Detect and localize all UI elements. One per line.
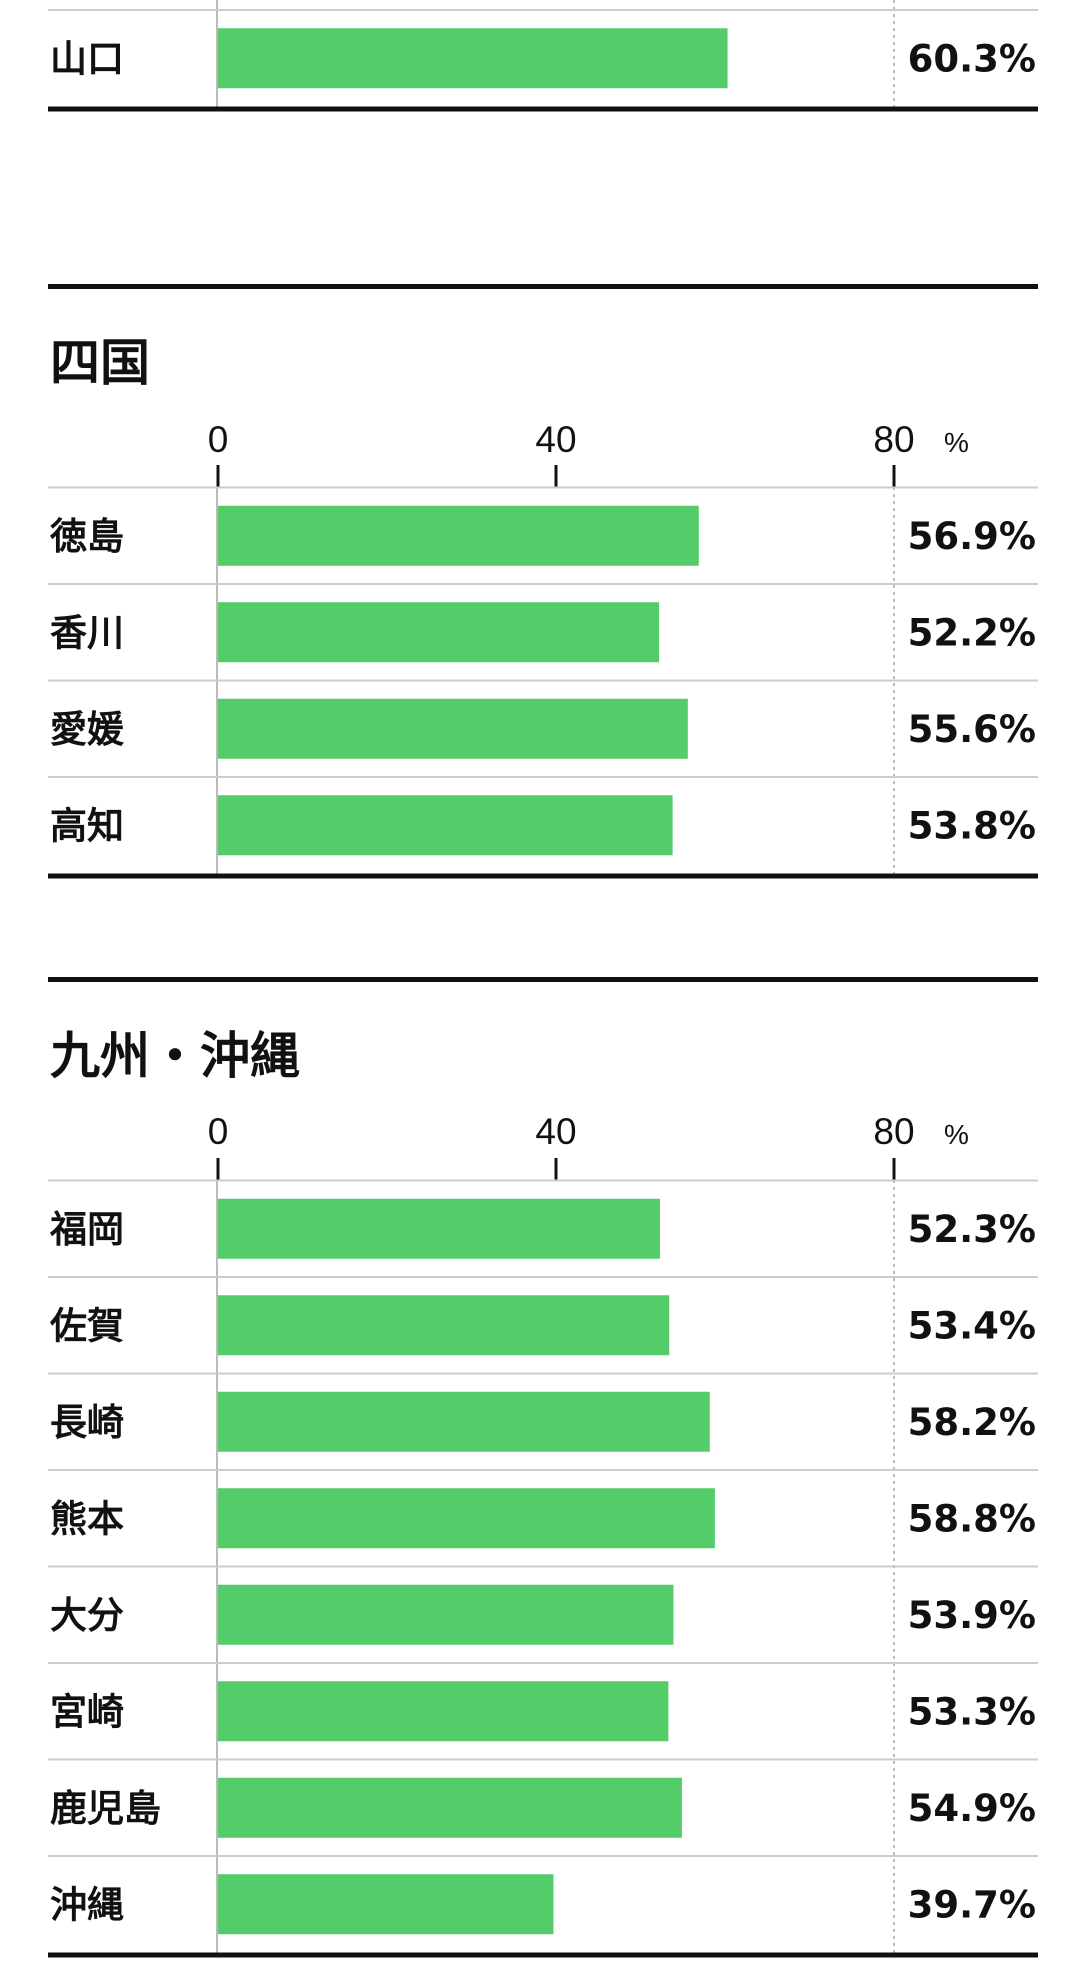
category-label: 徳島 bbox=[49, 515, 124, 558]
bar-鹿児島 bbox=[218, 1777, 682, 1838]
bar-徳島 bbox=[218, 505, 699, 566]
bar-長崎 bbox=[218, 1391, 710, 1452]
section-title: 四国 bbox=[50, 334, 150, 392]
value-label: 53.8% bbox=[908, 804, 1036, 847]
value-label: 39.7% bbox=[908, 1883, 1036, 1926]
bar-福岡 bbox=[218, 1198, 660, 1259]
axis-tick-label: 80 bbox=[873, 419, 914, 460]
value-label: 52.2% bbox=[908, 611, 1036, 654]
value-label: 56.9% bbox=[908, 515, 1036, 558]
value-label: 54.9% bbox=[908, 1787, 1036, 1830]
category-label: 鹿児島 bbox=[50, 1787, 161, 1830]
section-top-rule bbox=[48, 284, 1038, 289]
bar-山口 bbox=[218, 28, 728, 89]
axis-tick-label: 0 bbox=[208, 419, 229, 460]
bar-高知 bbox=[218, 795, 673, 856]
value-label: 58.8% bbox=[908, 1497, 1036, 1540]
axis-unit-label: % bbox=[944, 1119, 969, 1150]
bar-大分 bbox=[218, 1584, 674, 1645]
value-label: 55.6% bbox=[908, 708, 1036, 751]
axis-tick-label: 0 bbox=[208, 1111, 229, 1152]
section-title: 九州・沖縄 bbox=[50, 1027, 300, 1085]
value-label: 58.2% bbox=[908, 1401, 1036, 1444]
category-label: 愛媛 bbox=[50, 708, 125, 751]
section-bottom-rule bbox=[48, 106, 1038, 112]
bar-佐賀 bbox=[218, 1295, 670, 1356]
category-label: 高知 bbox=[50, 804, 124, 847]
value-label: 53.9% bbox=[908, 1594, 1036, 1637]
category-label: 福岡 bbox=[49, 1208, 124, 1251]
category-label: 山口 bbox=[50, 37, 124, 80]
axis-unit-label: % bbox=[944, 427, 969, 458]
bar-宮崎 bbox=[218, 1681, 669, 1742]
value-label: 53.4% bbox=[908, 1304, 1036, 1347]
axis-tick-label: 40 bbox=[535, 419, 576, 460]
bar-香川 bbox=[218, 602, 660, 663]
axis-tick-label: 40 bbox=[535, 1111, 576, 1152]
section-bottom-rule bbox=[48, 873, 1038, 879]
section-bottom-rule bbox=[48, 1952, 1038, 1958]
category-label: 香川 bbox=[50, 611, 124, 654]
section-top-rule bbox=[48, 977, 1038, 982]
category-label: 熊本 bbox=[50, 1497, 124, 1540]
category-label: 沖縄 bbox=[50, 1883, 124, 1926]
value-label: 60.3% bbox=[908, 37, 1036, 80]
value-label: 52.3% bbox=[908, 1208, 1036, 1251]
category-label: 宮崎 bbox=[50, 1690, 124, 1733]
value-label: 53.3% bbox=[908, 1690, 1036, 1733]
category-label: 佐賀 bbox=[49, 1304, 124, 1347]
category-label: 長崎 bbox=[50, 1401, 124, 1444]
bar-沖縄 bbox=[218, 1874, 554, 1935]
bar-熊本 bbox=[218, 1488, 715, 1549]
axis-tick-label: 80 bbox=[873, 1111, 914, 1152]
category-label: 大分 bbox=[50, 1594, 124, 1637]
bar-愛媛 bbox=[218, 698, 688, 759]
